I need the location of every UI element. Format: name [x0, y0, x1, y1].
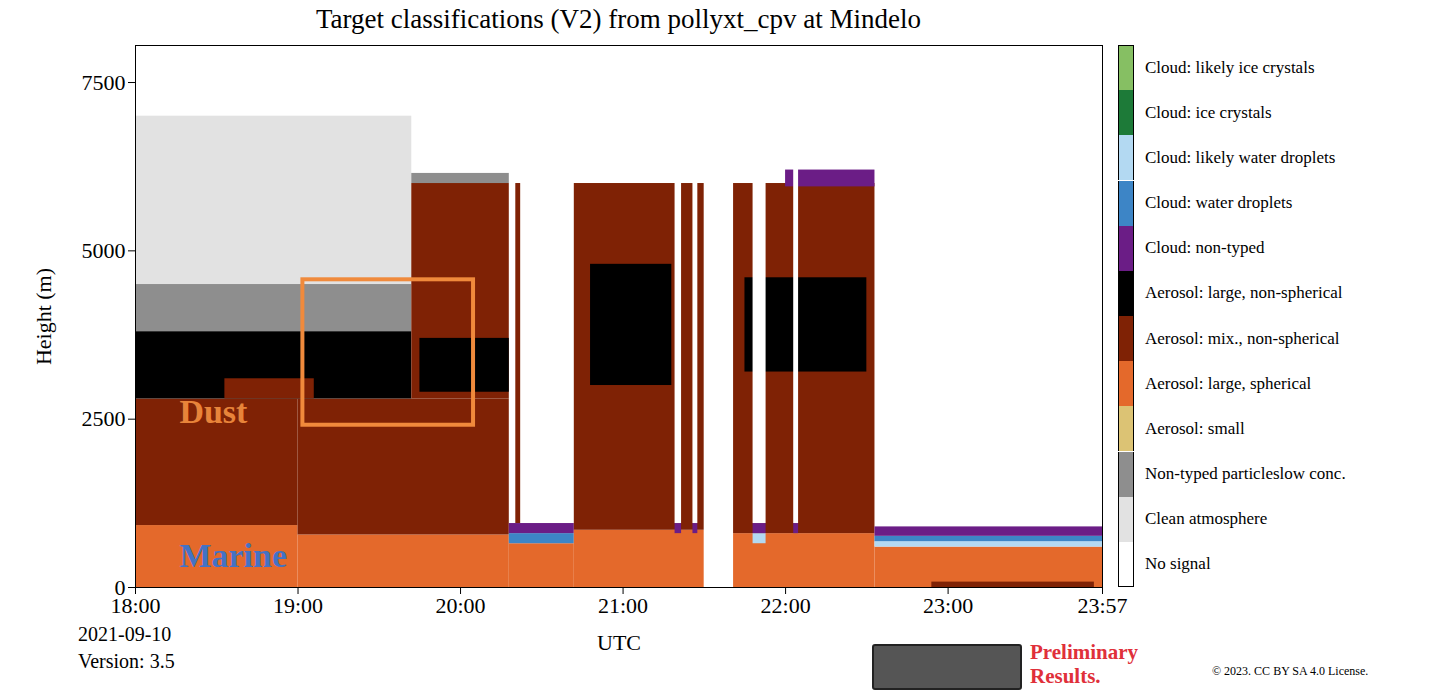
html-text:No signal: No signal [1145, 554, 1211, 574]
html-text:Aerosol: small: Aerosol: small [1145, 418, 1245, 438]
svg-text:2500: 2500 [82, 406, 126, 431]
html-text:Clean atmosphere: Clean atmosphere [1145, 509, 1268, 529]
html-text:Cloud: water droplets: Cloud: water droplets [1145, 193, 1293, 213]
html-text:Aerosol: large, non-spherical: Aerosol: large, non-spherical [1145, 283, 1343, 303]
svg-text:20:00: 20:00 [435, 593, 485, 618]
svg-text:Dust: Dust [179, 393, 248, 430]
html-text:Aerosol: mix., non-spherical: Aerosol: mix., non-spherical [1145, 328, 1340, 348]
svg-text:0: 0 [114, 574, 126, 600]
html-text:Cloud: likely ice crystals: Cloud: likely ice crystals [1145, 57, 1315, 77]
svg-text:21:00: 21:00 [598, 593, 648, 618]
svg-text:7500: 7500 [82, 70, 126, 95]
svg-text:23:57: 23:57 [1077, 593, 1127, 618]
html-text:Non-typed particleslow conc.: Non-typed particleslow conc. [1145, 464, 1346, 484]
html-text:Target classifications (V2) fr: Target classifications (V2) from pollyxt… [316, 4, 921, 34]
svg-text:Height (m): Height (m) [31, 268, 56, 365]
svg-text:5000: 5000 [82, 238, 126, 263]
html-text:Preliminary Results.: Preliminary Results. [1030, 640, 1139, 688]
svg-text:23:00: 23:00 [923, 593, 973, 618]
svg-text:18:00: 18:00 [110, 593, 160, 618]
html-text:Cloud: likely water droplets: Cloud: likely water droplets [1145, 147, 1336, 167]
html-text:2021-09-10: 2021-09-10 [78, 623, 172, 645]
html-text:Cloud: ice crystals: Cloud: ice crystals [1145, 102, 1272, 122]
html-text:Cloud: non-typed: Cloud: non-typed [1145, 238, 1265, 258]
html-text:Version: 3.5: Version: 3.5 [78, 650, 175, 672]
svg-text:22:00: 22:00 [761, 593, 811, 618]
html-text:© 2023. CC BY SA 4.0 License.: © 2023. CC BY SA 4.0 License. [1212, 664, 1369, 678]
svg-text:Marine: Marine [179, 537, 287, 574]
html-text:Aerosol: large, spherical: Aerosol: large, spherical [1145, 373, 1312, 393]
svg-text:UTC: UTC [597, 630, 641, 655]
svg-text:19:00: 19:00 [273, 593, 323, 618]
